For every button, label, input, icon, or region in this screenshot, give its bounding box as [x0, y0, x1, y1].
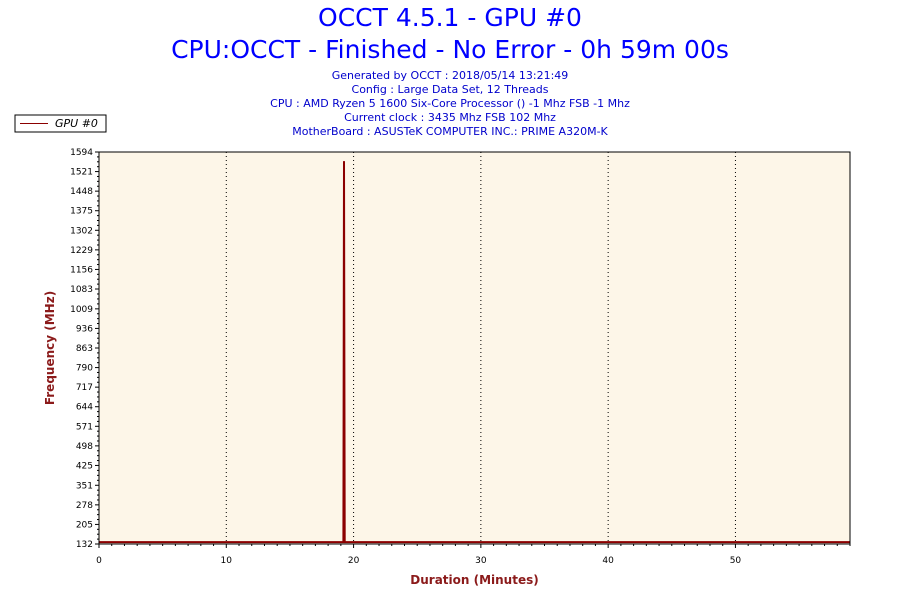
y-tick-label: 351 — [76, 481, 93, 491]
y-tick-label: 1302 — [70, 226, 93, 236]
y-tick-label: 1009 — [70, 305, 93, 315]
x-axis-title: Duration (Minutes) — [410, 573, 538, 587]
plot-area — [99, 152, 850, 544]
info-generated: Generated by OCCT : 2018/05/14 13:21:49 — [331, 69, 569, 82]
y-tick-label: 644 — [76, 403, 93, 413]
x-tick-label: 10 — [221, 556, 233, 566]
y-tick-label: 498 — [76, 442, 93, 452]
chart-subtitle: CPU:OCCT - Finished - No Error - 0h 59m … — [171, 35, 729, 64]
y-tick-label: 1083 — [70, 285, 93, 295]
x-tick-label: 0 — [96, 556, 102, 566]
info-motherboard: MotherBoard : ASUSTeK COMPUTER INC.: PRI… — [292, 125, 608, 138]
y-tick-label: 863 — [76, 344, 93, 354]
x-tick-label: 20 — [348, 556, 360, 566]
y-tick-label: 571 — [76, 422, 93, 432]
legend: GPU #0 — [14, 114, 107, 133]
y-tick-label: 1375 — [70, 207, 93, 217]
grid — [225, 152, 736, 544]
info-clock: Current clock : 3435 Mhz FSB 102 Mhz — [344, 111, 556, 124]
x-tick-label: 40 — [602, 556, 614, 566]
y-tick-label: 1521 — [70, 168, 93, 178]
y-tick-label: 717 — [76, 383, 93, 393]
info-config: Config : Large Data Set, 12 Threads — [351, 83, 549, 96]
y-tick-label: 1229 — [70, 246, 93, 256]
y-tick-label: 1448 — [70, 187, 93, 197]
x-tick-label: 30 — [475, 556, 487, 566]
y-axis-title: Frequency (MHz) — [43, 291, 57, 405]
y-tick-label: 278 — [76, 501, 93, 511]
x-axis: 0 10 20 30 40 50 — [96, 544, 851, 566]
legend-label: GPU #0 — [55, 117, 98, 130]
info-cpu: CPU : AMD Ryzen 5 1600 Six-Core Processo… — [270, 97, 630, 110]
series-line-gpu-0 — [99, 161, 850, 544]
y-tick-label: 132 — [76, 540, 93, 550]
y-tick-label: 936 — [76, 324, 93, 334]
y-tick-label: 425 — [76, 461, 93, 471]
y-tick-label: 1156 — [70, 265, 93, 275]
y-tick-label: 1594 — [70, 148, 93, 158]
series-layer — [99, 161, 850, 544]
y-tick-label: 790 — [76, 364, 93, 374]
y-axis: 132 205 278 351 425 498 571 644 717 790 863 936 1009… — [70, 148, 99, 550]
chart-title: OCCT 4.5.1 - GPU #0 — [318, 3, 582, 32]
x-tick-label: 50 — [730, 556, 742, 566]
legend-box — [14, 114, 107, 133]
y-tick-label: 205 — [76, 520, 93, 530]
